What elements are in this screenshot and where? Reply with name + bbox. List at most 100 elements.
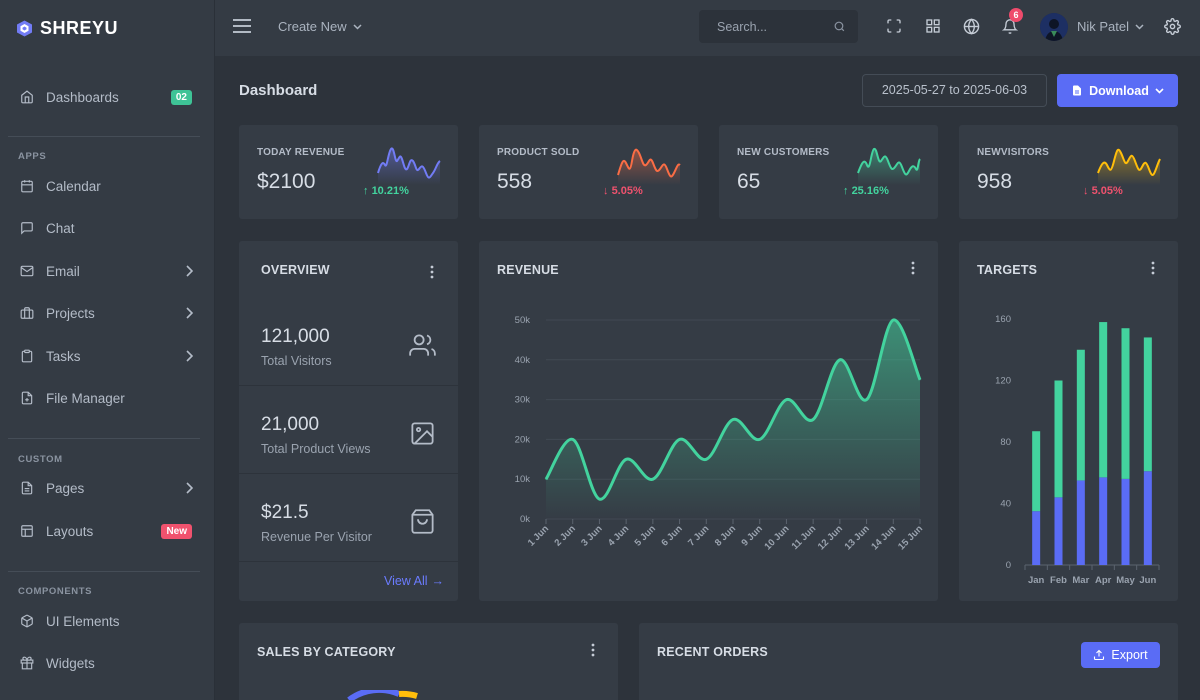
export-button[interactable]: Export (1081, 642, 1160, 668)
target-bar (1143, 337, 1152, 472)
clipboard-icon (20, 349, 34, 363)
sidebar-item-label: Calendar (46, 178, 101, 194)
arrow-down-icon: ↓ (603, 185, 609, 197)
x-tick-label: 9 Jun (740, 523, 765, 548)
overview-value: 21,000 (261, 414, 320, 435)
more-vertical-icon[interactable] (1151, 261, 1155, 275)
sidebar-item-email[interactable]: Email (0, 256, 215, 286)
y-tick-label: 30k (515, 395, 531, 406)
search-input[interactable] (717, 19, 817, 34)
arrow-up-icon: ↑ (843, 185, 849, 197)
card-title: REVENUE (497, 263, 559, 277)
arrow-up-icon: ↑ (363, 185, 369, 197)
x-tick-label: Mar (1072, 575, 1089, 586)
y-tick-label: 160 (995, 314, 1011, 325)
view-all-link[interactable]: View All → (384, 574, 444, 588)
search-icon[interactable] (833, 20, 846, 33)
chat-icon (20, 221, 34, 235)
date-range-picker[interactable]: 2025-05-27 to 2025-06-03 (862, 74, 1047, 107)
target-bar (1121, 478, 1130, 565)
stat-change: ↑ 25.16% (843, 185, 889, 197)
user-menu[interactable]: Nik Patel (1077, 19, 1144, 34)
fullscreen-icon[interactable] (886, 18, 902, 34)
sidebar-item-dashboards[interactable]: Dashboards 02 (0, 82, 215, 112)
sidebar-item-widgets[interactable]: Widgets (0, 648, 215, 678)
sidebar-item-chat[interactable]: Chat (0, 213, 215, 243)
revenue-point (839, 359, 841, 361)
sidebar-item-label: Chat (46, 220, 75, 236)
sidebar-item-projects[interactable]: Projects (0, 298, 215, 328)
file-icon (1071, 84, 1083, 97)
globe-icon[interactable] (963, 18, 980, 35)
menu-icon[interactable] (233, 18, 251, 34)
sidebar-item-file-manager[interactable]: File Manager (0, 383, 215, 413)
sidebar-item-label: File Manager (46, 390, 125, 406)
stat-label: TODAY REVENUE (257, 147, 345, 158)
settings-icon[interactable] (1164, 18, 1181, 35)
notification-badge: 6 (1009, 8, 1023, 22)
revenue-point (652, 478, 654, 480)
more-vertical-icon[interactable] (430, 265, 434, 279)
overview-label: Revenue Per Visitor (261, 530, 372, 544)
chevron-right-icon (185, 482, 193, 494)
stat-card-revenue: TODAY REVENUE $2100 ↑ 10.21% (239, 125, 458, 219)
revenue-point (625, 458, 627, 460)
overview-value: 121,000 (261, 326, 330, 347)
sidebar-item-calendar[interactable]: Calendar (0, 171, 215, 201)
brand[interactable]: SHREYU (0, 0, 214, 56)
revenue-point (705, 458, 707, 460)
revenue-point (572, 438, 574, 440)
stat-value: $2100 (257, 170, 316, 193)
y-tick-label: 0 (1006, 560, 1011, 571)
more-vertical-icon[interactable] (591, 643, 595, 657)
sparkline-new-customers (857, 147, 921, 185)
section-title-custom: CUSTOM (18, 454, 63, 465)
stat-value: 558 (497, 170, 533, 193)
target-bar (1099, 477, 1108, 565)
sidebar-item-layouts[interactable]: Layouts New (0, 516, 215, 546)
more-vertical-icon[interactable] (911, 261, 915, 275)
y-tick-label: 120 (995, 376, 1011, 387)
sparkline-new-visitors (1097, 148, 1161, 185)
x-tick-label: 13 Jun (843, 523, 872, 552)
x-tick-label: May (1116, 575, 1135, 586)
x-tick-label: 12 Jun (816, 523, 845, 552)
x-tick-label: 14 Jun (869, 523, 898, 552)
stat-label: NEWVISITORS (977, 147, 1050, 158)
revenue-chart: 0k 10k 20k 30k 40k 50k 1 Jun 2 Jun 3 Jun 4 Jun 5 J… (515, 315, 926, 552)
recent-orders-card: RECENT ORDERS Export (639, 623, 1178, 700)
avatar[interactable] (1040, 13, 1068, 41)
sidebar-item-label: Email (46, 263, 80, 279)
stat-value: 958 (977, 170, 1013, 193)
revenue-point (785, 399, 787, 401)
target-bar (1143, 471, 1152, 565)
sidebar-item-tasks[interactable]: Tasks (0, 341, 215, 371)
sidebar-item-ui-elements[interactable]: UI Elements (0, 606, 215, 636)
x-tick-label: 1 Jun (526, 523, 551, 548)
download-button[interactable]: Download (1057, 74, 1178, 107)
x-tick-label: 11 Jun (790, 523, 819, 552)
x-tick-label: Apr (1095, 575, 1112, 586)
bell-icon[interactable] (1002, 18, 1018, 35)
sparkline-product-sold (617, 148, 681, 185)
sidebar-item-pages[interactable]: Pages (0, 473, 215, 503)
x-tick-label: 8 Jun (713, 523, 738, 548)
sidebar-item-label: UI Elements (46, 613, 120, 629)
topbar: Create New 6 Nik Patel (215, 0, 1200, 56)
create-new-dropdown[interactable]: Create New (278, 19, 362, 34)
revenue-point (892, 319, 894, 321)
revenue-point (919, 379, 921, 381)
divider (8, 136, 200, 137)
y-tick-label: 50k (515, 315, 531, 326)
stat-change: ↓ 5.05% (1083, 185, 1123, 197)
target-bar (1032, 511, 1041, 565)
x-tick-label: 6 Jun (659, 523, 684, 548)
create-new-label: Create New (278, 19, 347, 34)
apps-grid-icon[interactable] (925, 18, 941, 34)
stat-label: NEW CUSTOMERS (737, 147, 830, 158)
chevron-right-icon (185, 265, 193, 277)
sidebar-item-label: Tasks (46, 348, 81, 364)
x-tick-label: Feb (1050, 575, 1067, 586)
brand-name: SHREYU (40, 17, 119, 38)
revenue-area (546, 319, 920, 519)
